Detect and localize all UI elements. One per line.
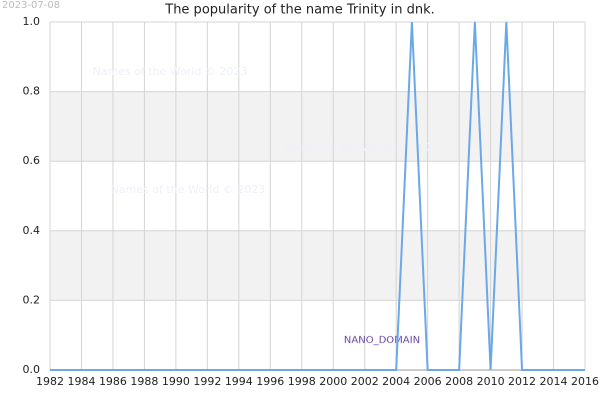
x-tick-label: 2012	[508, 375, 536, 388]
x-tick-label: 1996	[256, 375, 284, 388]
date-stamp: 2023-07-08	[2, 0, 60, 11]
x-tick-label: 1988	[130, 375, 158, 388]
y-tick-label: 1.0	[23, 15, 41, 28]
grid-band	[50, 230, 585, 301]
y-tick-label: 0.4	[23, 224, 41, 237]
x-tick-label: 2002	[351, 375, 379, 388]
watermark: Names of the World © 2023	[93, 65, 248, 78]
y-tick-label: 0.8	[23, 85, 41, 98]
x-tick-label: 1994	[225, 375, 253, 388]
x-tick-label: 2014	[540, 375, 568, 388]
chart-title: The popularity of the name Trinity in dn…	[164, 3, 435, 18]
y-tick-label: 0.2	[23, 293, 41, 306]
x-tick-label: 1998	[288, 375, 316, 388]
x-tick-label: 2016	[571, 375, 599, 388]
x-tick-label: 2010	[477, 375, 505, 388]
x-tick-label: 1986	[99, 375, 127, 388]
x-tick-label: 1992	[193, 375, 221, 388]
x-tick-label: 1984	[67, 375, 95, 388]
grid-band	[50, 91, 585, 162]
x-tick-label: 2000	[319, 375, 347, 388]
badge: NANO_DOMAIN	[344, 335, 420, 346]
x-tick-label: 1990	[162, 375, 190, 388]
x-tick-label: 2006	[414, 375, 442, 388]
line-series	[50, 21, 585, 371]
watermark: Names of the World © 2023	[285, 141, 440, 154]
x-tick-label: 2008	[445, 375, 473, 388]
y-tick-label: 0.0	[23, 363, 41, 376]
x-tick-label: 1982	[36, 375, 64, 388]
y-tick-label: 0.6	[23, 154, 41, 167]
watermark: Names of the World © 2023	[111, 183, 266, 196]
x-tick-label: 2004	[382, 375, 410, 388]
